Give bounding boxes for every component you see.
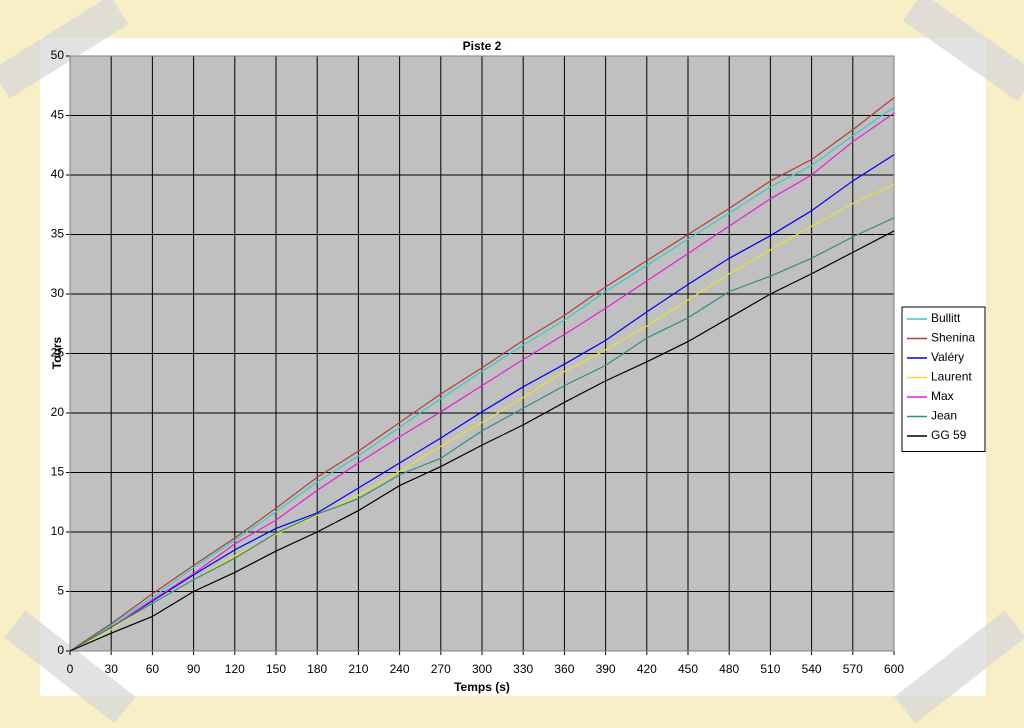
x-tick-label: 240 <box>390 662 410 676</box>
legend-label: Valéry <box>931 350 964 364</box>
y-tick-label: 25 <box>51 346 65 360</box>
series-line <box>69 217 895 652</box>
x-tick-label: 270 <box>431 662 451 676</box>
x-tick-label: 30 <box>105 662 119 676</box>
y-tick-label: 15 <box>51 465 65 479</box>
x-tick-label: 480 <box>719 662 739 676</box>
x-tick-label: 0 <box>67 662 74 676</box>
x-tick-label: 300 <box>472 662 492 676</box>
legend-label: Laurent <box>931 370 972 384</box>
series-line <box>69 112 895 652</box>
x-tick-label: 600 <box>884 662 904 676</box>
legend-label: Shenina <box>931 331 975 345</box>
series-line <box>69 106 895 652</box>
chart-title: Piste 2 <box>463 39 502 53</box>
x-tick-label: 120 <box>225 662 245 676</box>
plot-border <box>69 55 895 652</box>
legend-label: Bullitt <box>931 311 961 325</box>
legend-label: Jean <box>931 409 957 423</box>
legend-label: Max <box>931 389 954 403</box>
x-tick-label: 510 <box>760 662 780 676</box>
y-tick-label: 20 <box>51 405 65 419</box>
series-line <box>69 97 895 652</box>
y-tick-label: 0 <box>57 643 64 657</box>
x-tick-label: 570 <box>843 662 863 676</box>
y-tick-label: 35 <box>51 227 65 241</box>
y-tick-label: 30 <box>51 286 65 300</box>
x-tick-label: 420 <box>637 662 657 676</box>
x-tick-label: 60 <box>146 662 160 676</box>
series-line <box>69 183 895 652</box>
series-line <box>69 230 895 652</box>
x-tick-label: 360 <box>554 662 574 676</box>
x-tick-label: 390 <box>596 662 616 676</box>
x-tick-label: 180 <box>307 662 327 676</box>
y-tick-label: 5 <box>57 584 64 598</box>
y-tick-label: 40 <box>51 167 65 181</box>
x-tick-label: 450 <box>678 662 698 676</box>
legend-label: GG 59 <box>931 428 967 442</box>
y-axis-label: Tours <box>50 336 64 369</box>
x-tick-label: 330 <box>513 662 533 676</box>
series-line <box>69 154 895 652</box>
x-tick-label: 90 <box>187 662 201 676</box>
legend-box <box>901 306 986 452</box>
y-tick-label: 10 <box>51 524 65 538</box>
x-tick-label: 540 <box>802 662 822 676</box>
x-tick-label: 150 <box>266 662 286 676</box>
y-tick-label: 45 <box>51 108 65 122</box>
x-tick-label: 210 <box>348 662 368 676</box>
x-axis-label: Temps (s) <box>454 680 510 694</box>
y-tick-label: 50 <box>51 48 65 62</box>
